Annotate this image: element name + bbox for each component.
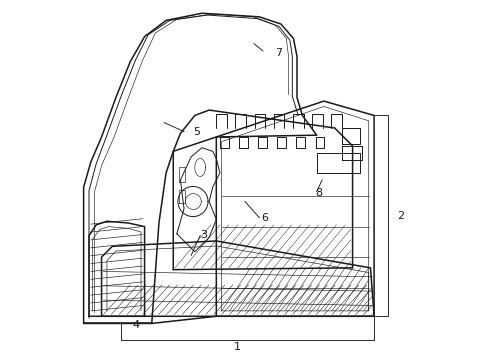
Text: 4: 4: [132, 320, 139, 330]
Text: 3: 3: [200, 230, 207, 239]
Text: 5: 5: [193, 127, 200, 136]
Text: 6: 6: [261, 213, 268, 222]
Text: 1: 1: [234, 342, 242, 352]
Text: 8: 8: [315, 188, 322, 198]
Text: 7: 7: [275, 48, 283, 58]
Text: 2: 2: [397, 211, 405, 221]
